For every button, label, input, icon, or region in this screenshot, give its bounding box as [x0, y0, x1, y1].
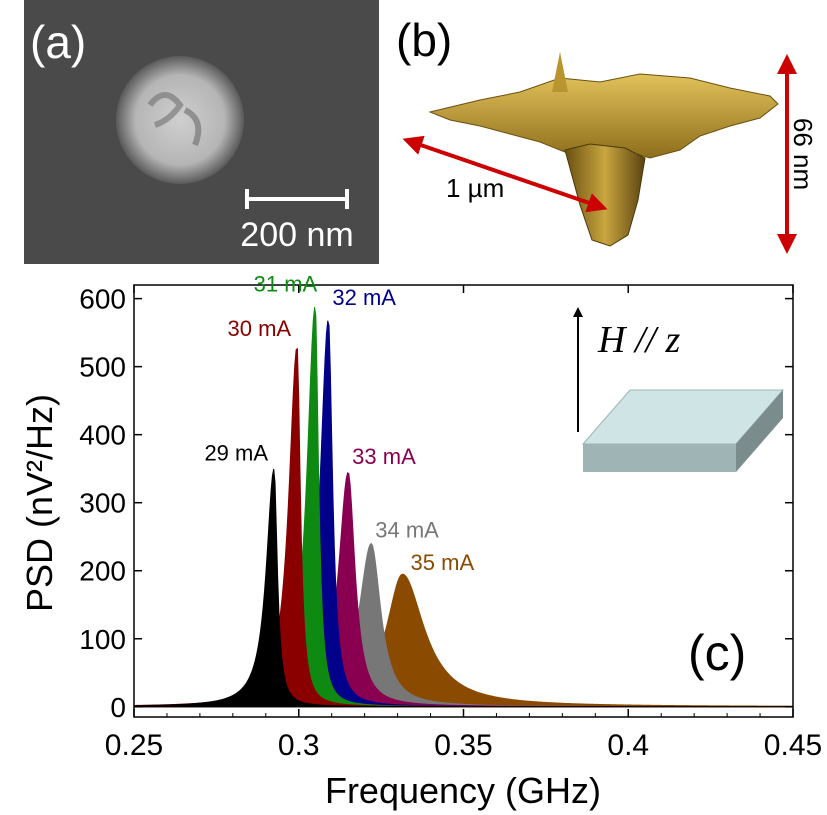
x-tick-label: 0.35	[434, 729, 492, 762]
y-tick-label: 600	[79, 284, 126, 315]
series-label: 32 mA	[332, 285, 396, 310]
y-tick-label: 100	[79, 624, 126, 655]
panel-c-label: (c)	[688, 625, 746, 681]
series-label: 34 mA	[375, 518, 439, 543]
x-tick-label: 0.4	[607, 729, 649, 762]
width-arrow	[402, 135, 608, 213]
y-axis-ticks: 0 100 200 300 400 500 600	[79, 284, 793, 723]
y-axis-label: PSD (nV²/Hz)	[19, 394, 60, 612]
x-axis-ticks: 0.25 0.3 0.35 0.4 0.45	[105, 285, 822, 762]
particle-texture	[147, 92, 184, 128]
series-label: 33 mA	[352, 444, 416, 469]
nanoparticle	[116, 56, 244, 184]
y-tick-label: 300	[79, 488, 126, 519]
slab-side	[736, 390, 783, 472]
psd-series-group	[133, 307, 794, 708]
series-labels: 29 mA 30 mA 31 mA 32 mA 33 mA 34 mA 35 mA	[204, 271, 474, 575]
panel-b: (b) 1 µm 66 nm	[396, 14, 818, 254]
y-tick-label: 200	[79, 556, 126, 587]
slab-front	[583, 444, 736, 472]
particle-texture-2	[183, 107, 202, 147]
series-label: 30 mA	[228, 316, 292, 341]
psd-chart: 0.25 0.3 0.35 0.4 0.45 0 100 200 300 400 500 600 2…	[19, 271, 822, 811]
scale-bar	[245, 189, 349, 209]
series-label: 35 mA	[411, 550, 475, 575]
x-tick-label: 0.25	[105, 729, 163, 762]
field-label: H // z	[597, 319, 681, 361]
scale-bar-label: 200 nm	[240, 216, 353, 254]
series-label: 31 mA	[254, 271, 318, 296]
surface-pit	[564, 143, 646, 247]
panel-a: (a) 200 nm	[24, 0, 379, 264]
y-tick-label: 0	[110, 692, 126, 723]
field-inset: H // z	[573, 307, 785, 472]
y-tick-label: 500	[79, 352, 126, 383]
panel-a-label: (a)	[30, 16, 86, 68]
series-label: 29 mA	[204, 441, 268, 466]
x-axis-label: Frequency (GHz)	[325, 770, 601, 811]
psd-series-29-mA	[133, 468, 794, 708]
width-label: 1 µm	[446, 173, 504, 203]
surface-spike	[552, 52, 568, 92]
x-tick-label: 0.3	[278, 729, 320, 762]
panel-b-label: (b)	[396, 14, 452, 66]
depth-label: 66 nm	[788, 118, 818, 190]
y-tick-label: 400	[79, 420, 126, 451]
x-tick-label: 0.45	[764, 729, 822, 762]
